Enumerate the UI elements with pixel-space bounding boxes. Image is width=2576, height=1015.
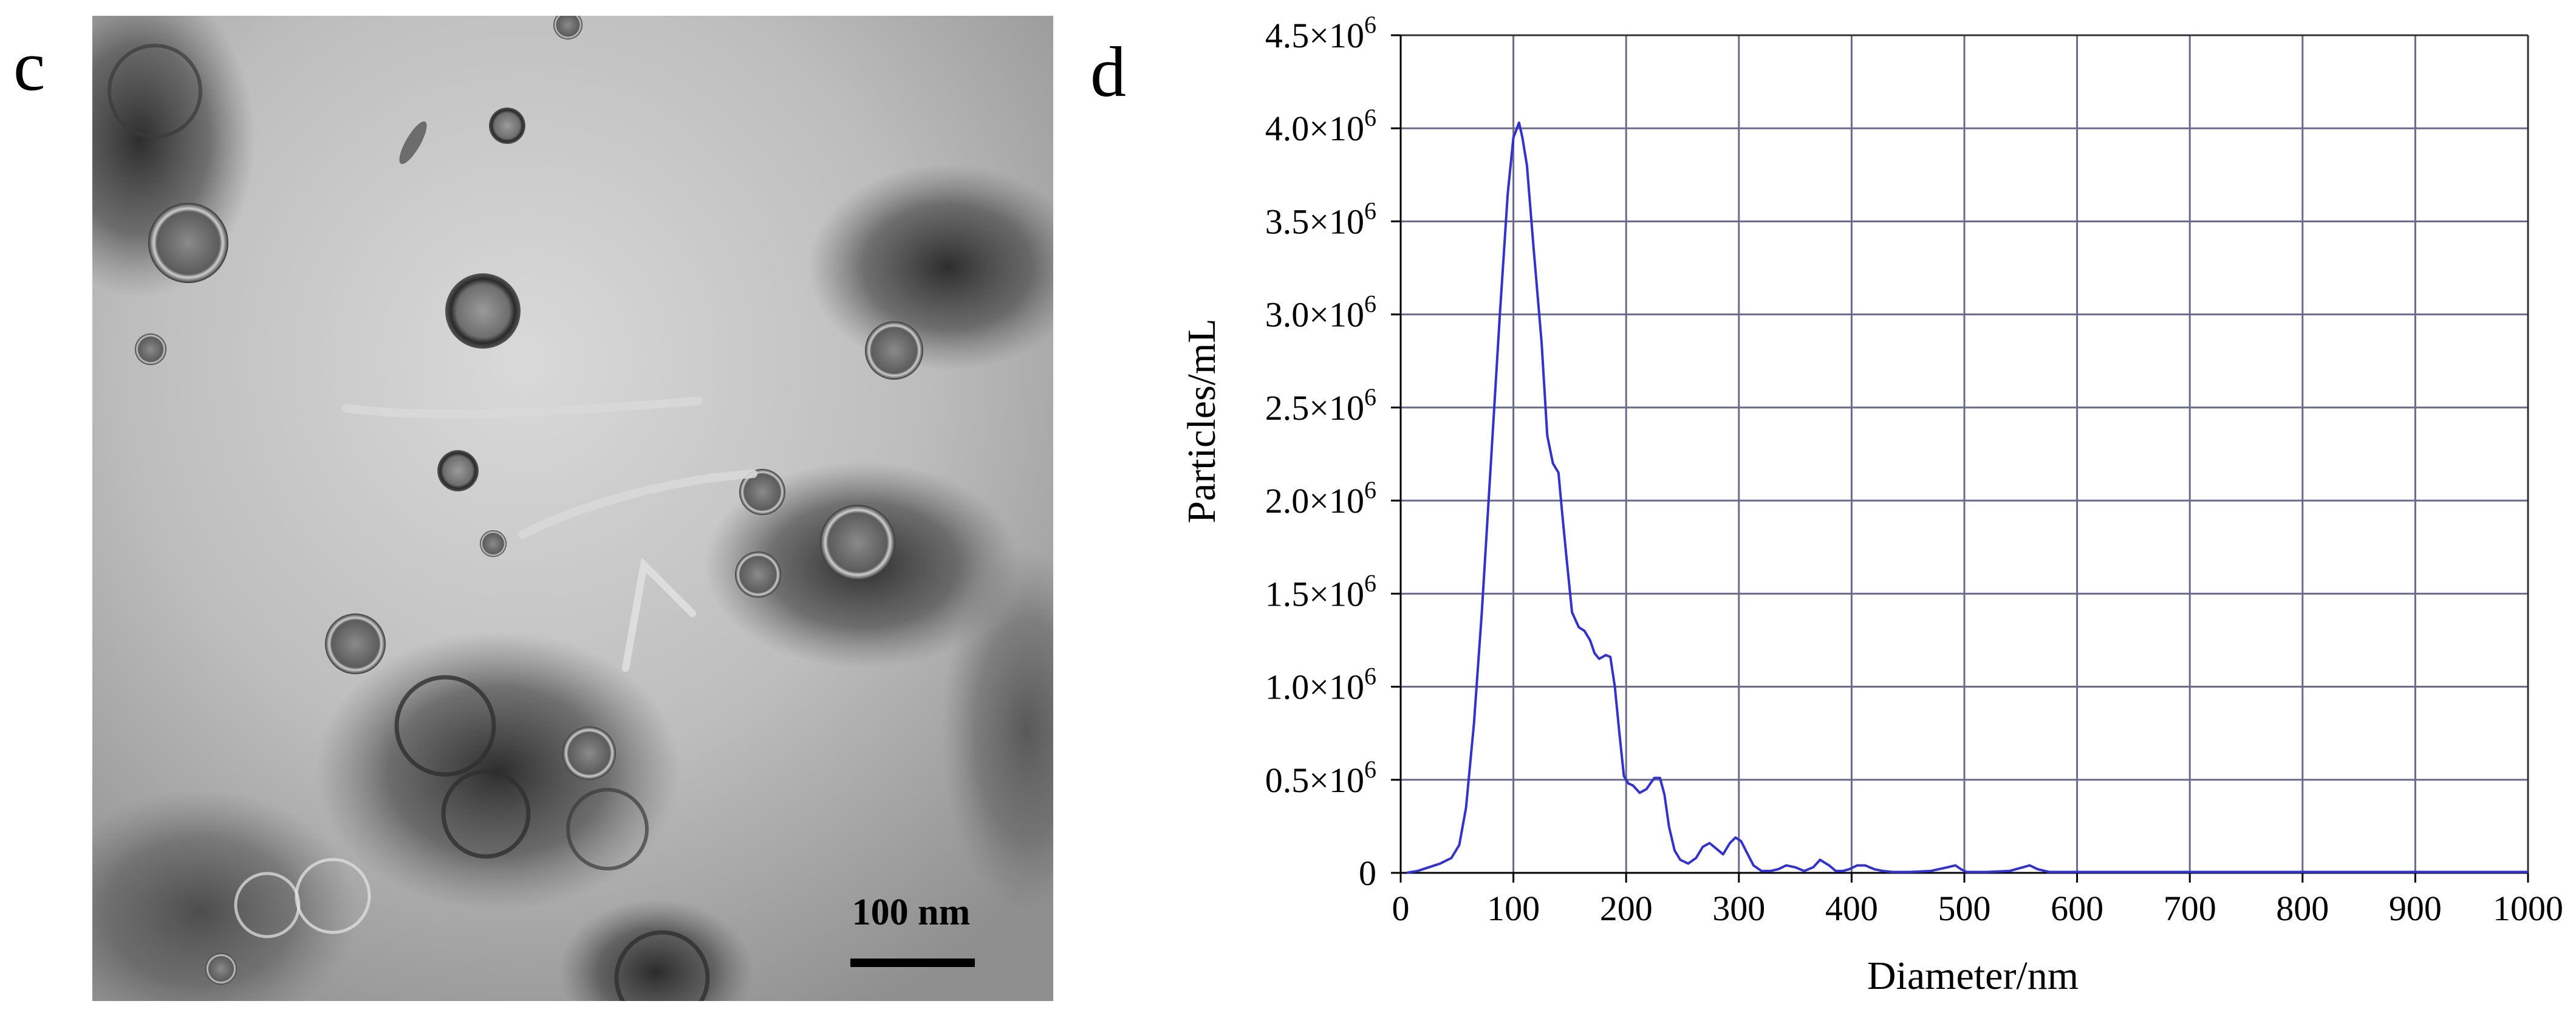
y-gridlines: [1401, 127, 2528, 781]
y-tick-label: 4.5×106: [1265, 11, 1376, 55]
x-tick-label: 0: [1392, 889, 1410, 928]
scale-bar: [850, 959, 975, 967]
x-tick-label: 300: [1712, 889, 1765, 928]
y-tick-label: 2.5×106: [1265, 383, 1376, 428]
y-tick-label: 3.0×106: [1265, 290, 1376, 335]
y-tick-label: 0: [1359, 853, 1376, 893]
panel-d-label: d: [1090, 32, 1126, 112]
panel-c-label: c: [13, 26, 45, 106]
y-tick-label: 3.5×106: [1265, 197, 1376, 241]
series-line: [1406, 121, 2528, 874]
x-ticks: 0 100 200 300 400 500 600 700 800 900 1000: [1392, 873, 2563, 928]
scale-bar-label: 100 nm: [852, 892, 971, 933]
x-tick-label: 1000: [2493, 889, 2563, 928]
x-gridlines: [1512, 35, 2416, 873]
tem-micrograph: [92, 16, 1053, 1001]
x-tick-label: 500: [1938, 889, 1991, 928]
y-tick-label: 4.0×106: [1265, 104, 1376, 148]
x-tick-label: 100: [1487, 889, 1540, 928]
x-tick-label: 700: [2164, 889, 2216, 928]
x-tick-label: 200: [1600, 889, 1653, 928]
x-tick-label: 600: [2051, 889, 2103, 928]
x-axis-title: Diameter/nm: [1867, 954, 2079, 998]
y-ticks: 0 0.5×106 1.0×106 1.5×106 2.0×106 2.5×106 3.0×…: [1265, 11, 1401, 893]
size-distribution-chart: 0 100 200 300 400 500 600 700 800 900 1000 0 0.5×10…: [1180, 11, 2563, 998]
x-tick-label: 400: [1825, 889, 1878, 928]
y-axis-title: Particles/mL: [1180, 318, 1224, 523]
y-tick-label: 1.5×106: [1265, 569, 1376, 613]
x-tick-label: 800: [2276, 889, 2329, 928]
y-tick-label: 1.0×106: [1265, 663, 1376, 707]
y-tick-label: 2.0×106: [1265, 476, 1376, 521]
y-tick-label: 0.5×106: [1265, 756, 1376, 800]
x-tick-label: 900: [2389, 889, 2442, 928]
